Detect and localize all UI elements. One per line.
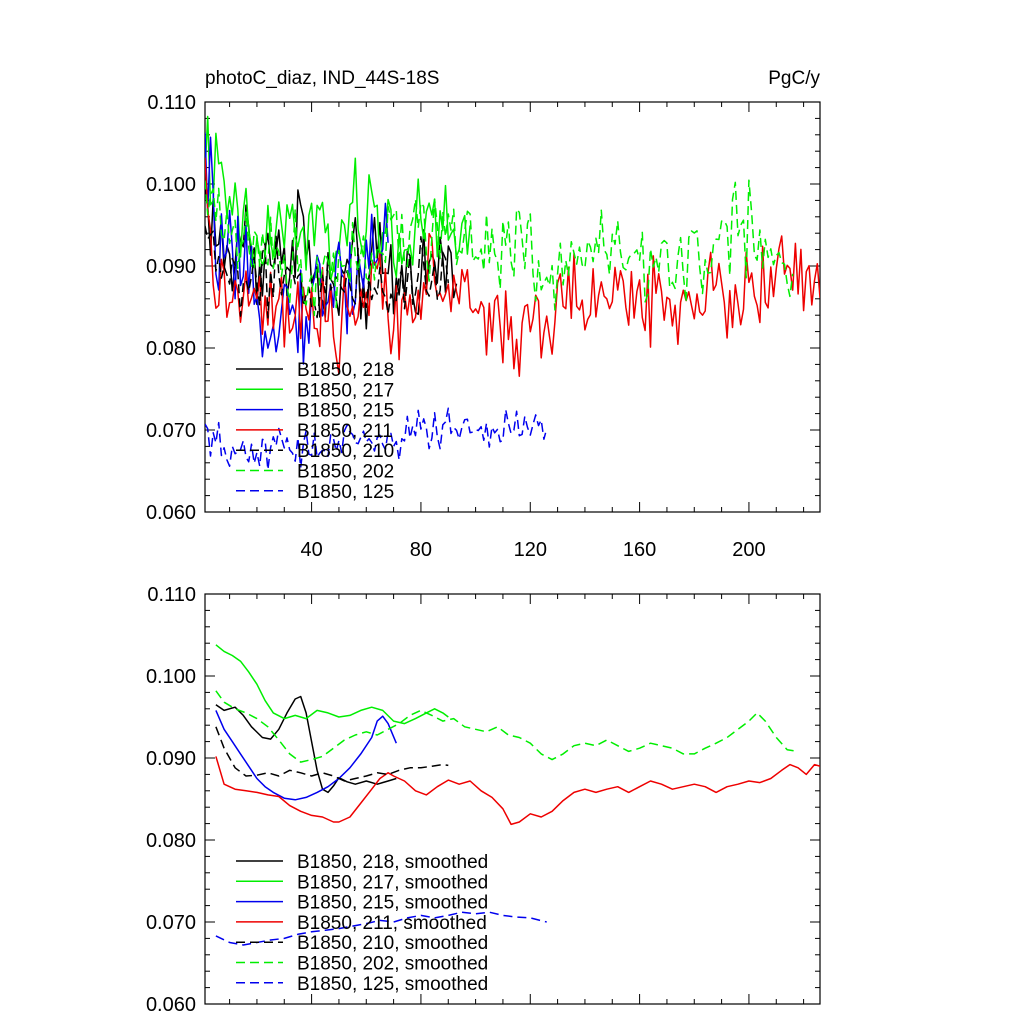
y-tick-label: 0.070	[146, 420, 196, 442]
series-line-1	[215, 695, 397, 794]
legend-label: B1850, 202	[297, 462, 394, 483]
plot-frame	[204, 593, 821, 1005]
y-tick-label: 0.060	[146, 502, 196, 524]
legend-label: B1850, 215	[297, 401, 394, 422]
series-line-5	[215, 726, 449, 782]
bottom-panel-smoothed: 0.060 0.070 0.080 0.090 0.100 0.110 B1850, 218…	[146, 584, 821, 1016]
series-line-5	[205, 225, 450, 319]
y-tick-label: 0.100	[146, 666, 196, 688]
y-tick-label: 0.070	[146, 912, 196, 934]
units-label: PgC/y	[768, 68, 820, 89]
y-tick-label: 0.080	[146, 830, 196, 852]
series-line-3	[215, 710, 397, 801]
series-line-7	[205, 407, 548, 471]
y-tick-label: 0.100	[146, 174, 196, 196]
legend-label: B1850, 211	[297, 421, 393, 442]
series-line-2	[215, 644, 449, 725]
legend-label: B1850, 218, smoothed	[297, 852, 488, 873]
x-tick-label: 40	[300, 539, 322, 561]
legend-label: B1850, 218	[297, 360, 394, 381]
y-tick-label: 0.090	[146, 748, 196, 770]
chart-title: photoC_diaz, IND_44S-18S	[205, 68, 439, 89]
legend-label: B1850, 215, smoothed	[297, 893, 488, 914]
x-tick-label: 120	[514, 539, 547, 561]
x-tick-label: 80	[410, 539, 432, 561]
series-line-7	[215, 911, 547, 946]
x-tick-label: 160	[623, 539, 656, 561]
y-tick-label: 0.090	[146, 256, 196, 278]
legend-label: B1850, 125	[297, 482, 394, 503]
y-tick-label: 0.060	[146, 994, 196, 1016]
series-line-6	[205, 179, 794, 317]
series-line-6	[215, 690, 799, 763]
legend-label: B1850, 217	[297, 380, 394, 401]
legend-label: B1850, 217, smoothed	[297, 872, 488, 893]
top-panel-timeseries: 0.060 0.070 0.080 0.090 0.100 0.110 40 80 120 160…	[146, 92, 821, 561]
y-tick-label: 0.110	[147, 92, 196, 114]
legend-label: B1850, 211, smoothed	[297, 913, 487, 934]
legend-label: B1850, 210	[297, 441, 394, 462]
plot-frame	[204, 101, 821, 513]
series-line-4	[205, 157, 820, 377]
x-tick-label: 200	[732, 539, 765, 561]
legend-label: B1850, 210, smoothed	[297, 933, 488, 954]
legend-label: B1850, 125, smoothed	[297, 974, 488, 995]
y-tick-label: 0.110	[147, 584, 196, 606]
legend-label: B1850, 202, smoothed	[297, 954, 488, 975]
y-tick-label: 0.080	[146, 338, 196, 360]
series-line-4	[215, 756, 820, 826]
